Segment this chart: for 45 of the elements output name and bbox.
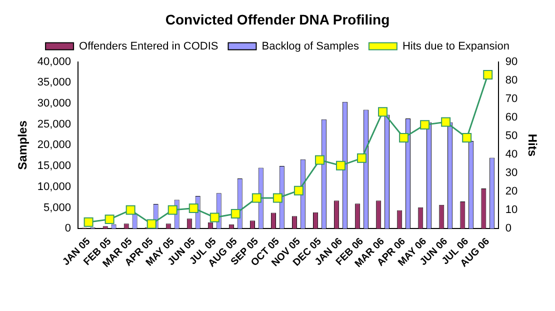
legend-label: Offenders Entered in CODIS — [79, 40, 218, 52]
point — [441, 117, 451, 127]
y2-tick-label: 70 — [505, 92, 518, 105]
point — [336, 160, 346, 170]
point — [168, 205, 178, 215]
y-tick-label: 5,000 — [44, 202, 72, 214]
y-tick-label: 25,000 — [37, 118, 72, 130]
point — [146, 219, 156, 229]
y-axis-title: Samples — [16, 120, 30, 170]
y2-tick-label: 60 — [505, 111, 518, 124]
y2-tick-label: 10 — [505, 204, 518, 216]
y2-axis-title: Hits — [525, 134, 540, 157]
y-tick-label: 40,000 — [37, 56, 72, 68]
y2-tick-label: 80 — [505, 74, 518, 86]
y2-tick-label: 30 — [505, 167, 518, 180]
y-tick-label: 35,000 — [37, 76, 72, 89]
chart-title: Convicted Offender DNA Profiling — [165, 11, 390, 28]
point — [104, 214, 114, 224]
point — [210, 212, 220, 222]
point — [126, 205, 136, 215]
point — [294, 186, 304, 196]
point — [314, 155, 324, 165]
y2-tick-label: 40 — [505, 148, 518, 160]
y-tick-label: 10,000 — [37, 180, 72, 193]
legend-label: Hits due to Expansion — [402, 40, 510, 52]
point — [272, 193, 282, 203]
y-tick-label: 15,000 — [37, 160, 72, 172]
point — [188, 203, 198, 213]
point — [252, 193, 262, 203]
y-tick-label: 0 — [64, 222, 72, 235]
point — [378, 107, 388, 117]
point — [399, 133, 409, 143]
y2-tick-label: 90 — [505, 56, 518, 68]
y2-tick-label: 50 — [505, 130, 518, 142]
y-tick-label: 30,000 — [37, 98, 72, 110]
point — [230, 209, 240, 218]
y2-tick-label: 20 — [505, 186, 518, 198]
point — [84, 217, 94, 227]
point — [462, 133, 472, 143]
y2-tick-label: 0 — [505, 222, 512, 235]
point — [420, 120, 430, 130]
legend-label: Backlog of Samples — [262, 40, 360, 52]
y-tick-label: 20,000 — [37, 139, 72, 152]
point — [357, 153, 367, 163]
point — [483, 70, 493, 80]
